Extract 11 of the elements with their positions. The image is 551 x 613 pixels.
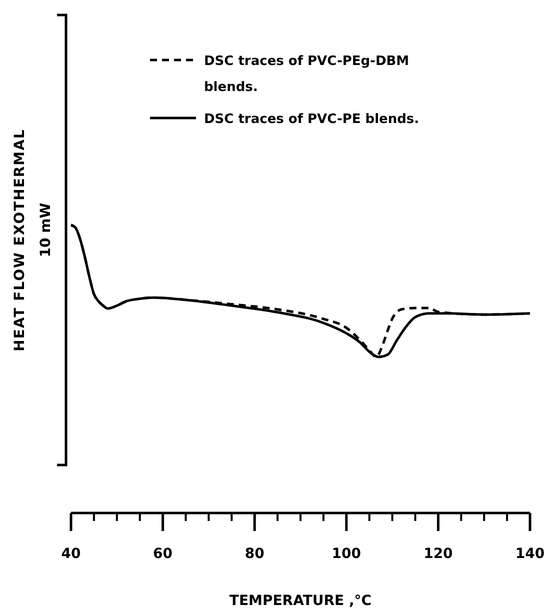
x-tick-label: 120	[424, 546, 454, 562]
x-tick-label: 100	[332, 546, 362, 562]
x-axis-title: TEMPERATURE ,°C	[229, 593, 372, 609]
y-axis-title: HEAT FLOW EXOTHERMAL	[12, 128, 28, 352]
legend-label: DSC traces of PVC-PE blends.	[204, 112, 420, 127]
legend-label: DSC traces of PVC-PEg-DBM blends.	[204, 54, 410, 95]
text: 10 mW	[38, 202, 54, 258]
x-tick-label: 40	[61, 546, 81, 562]
x-tick-label: 60	[153, 546, 173, 562]
x-tick-label: 80	[244, 546, 265, 562]
x-tick-label: 140	[515, 546, 545, 562]
